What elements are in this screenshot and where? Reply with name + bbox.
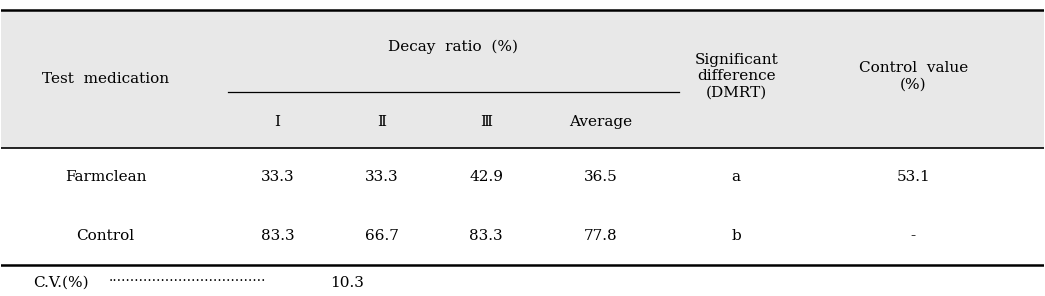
Text: Control: Control bbox=[76, 229, 135, 243]
Text: Control  value
(%): Control value (%) bbox=[859, 61, 968, 91]
Text: Significant
difference
(DMRT): Significant difference (DMRT) bbox=[694, 53, 779, 99]
Text: 83.3: 83.3 bbox=[261, 229, 295, 243]
Text: 36.5: 36.5 bbox=[584, 170, 618, 184]
Text: 42.9: 42.9 bbox=[469, 170, 503, 184]
Bar bbox=[1, 10, 1044, 148]
Text: -: - bbox=[911, 229, 915, 243]
Text: 83.3: 83.3 bbox=[469, 229, 503, 243]
Text: b: b bbox=[732, 229, 741, 243]
Text: 66.7: 66.7 bbox=[365, 229, 399, 243]
Text: a: a bbox=[732, 170, 741, 184]
Text: 53.1: 53.1 bbox=[897, 170, 930, 184]
Text: C.V.(%): C.V.(%) bbox=[32, 276, 88, 290]
Text: Average: Average bbox=[570, 115, 632, 128]
Text: 33.3: 33.3 bbox=[365, 170, 398, 184]
Text: Farmclean: Farmclean bbox=[65, 170, 146, 184]
Text: 33.3: 33.3 bbox=[261, 170, 295, 184]
Text: Decay  ratio  (%): Decay ratio (%) bbox=[388, 40, 518, 54]
Text: Test  medication: Test medication bbox=[42, 72, 169, 86]
Text: ····································: ···································· bbox=[109, 274, 266, 288]
Text: Ⅱ: Ⅱ bbox=[377, 115, 387, 128]
Text: 77.8: 77.8 bbox=[584, 229, 618, 243]
Text: I: I bbox=[275, 115, 280, 128]
Text: Ⅲ: Ⅲ bbox=[480, 115, 492, 128]
Text: 10.3: 10.3 bbox=[329, 276, 364, 290]
